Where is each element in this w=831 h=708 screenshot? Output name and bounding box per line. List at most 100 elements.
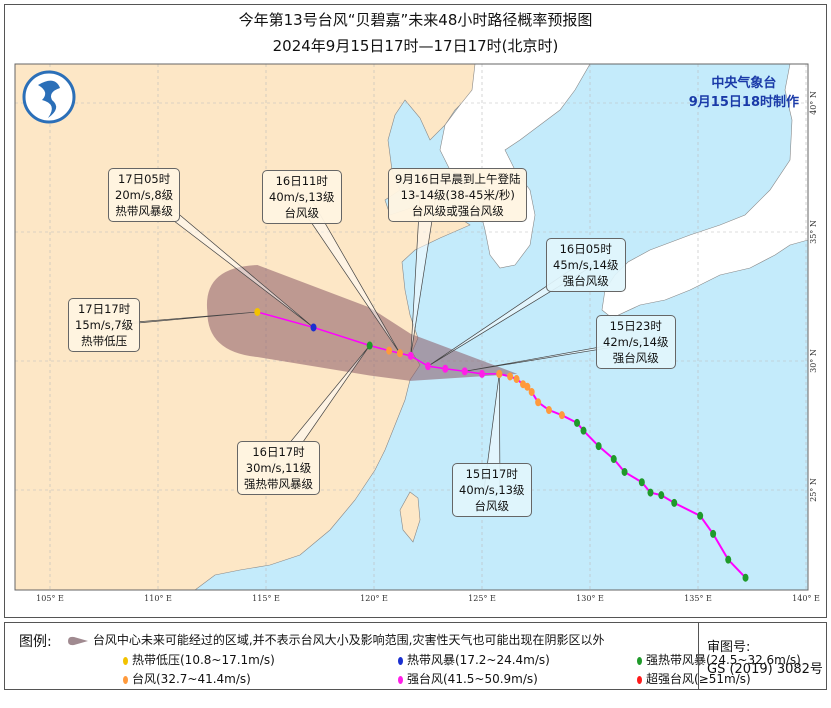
forecast-label-line: 台风级 bbox=[474, 499, 510, 513]
past-track-point bbox=[610, 455, 617, 464]
forecast-label: 9月16日早晨到上午登陆 13-14级(38-45米/秒) 台风级或强台风级 bbox=[388, 168, 528, 222]
forecast-track-point bbox=[479, 369, 485, 378]
intensity-dot-icon bbox=[637, 656, 642, 665]
past-track-point bbox=[638, 478, 645, 487]
legend-header: 图例: bbox=[19, 634, 52, 650]
forecast-label-line: 13-14级(38-45米/秒) bbox=[400, 188, 515, 202]
past-track-point bbox=[647, 488, 654, 497]
lon-tick-label: 115° E bbox=[252, 594, 280, 603]
map-border bbox=[14, 63, 809, 591]
past-track-point bbox=[742, 573, 749, 582]
forecast-label-line: 40m/s,13级 bbox=[269, 190, 335, 204]
past-track-point bbox=[595, 442, 602, 451]
legend-item-label: 强台风(41.5~50.9m/s) bbox=[407, 672, 538, 686]
legend-item-label: 热带风暴(17.2~24.4m/s) bbox=[407, 653, 550, 667]
forecast-label-line: 台风级或强台风级 bbox=[411, 204, 504, 218]
legend-item: 台风(32.7~41.4m/s) bbox=[123, 670, 251, 687]
legend-divider bbox=[698, 623, 699, 689]
forecast-label-line: 30m/s,11级 bbox=[245, 461, 312, 475]
issue-time: 9月15日18时制作 bbox=[688, 95, 799, 110]
intensity-dot-icon bbox=[123, 675, 128, 684]
probability-cone bbox=[206, 264, 518, 381]
lat-tick-label: 40° N bbox=[809, 91, 818, 115]
forecast-label-line: 17日17时 bbox=[77, 302, 131, 316]
legend-item: 强台风(41.5~50.9m/s) bbox=[398, 670, 538, 687]
lon-tick-label: 135° E bbox=[684, 594, 712, 603]
lon-tick-label: 125° E bbox=[468, 594, 496, 603]
forecast-label: 16日05时 45m/s,14级 强台风级 bbox=[546, 238, 626, 292]
cma-logo bbox=[22, 70, 76, 124]
past-track-point bbox=[725, 555, 732, 564]
review-number-block: 审图号: GS (2019) 3082号 bbox=[707, 637, 823, 681]
forecast-label-line: 45m/s,14级 bbox=[553, 258, 619, 272]
forecast-track-point bbox=[442, 364, 449, 373]
track-points bbox=[254, 307, 749, 582]
forecast-track-point bbox=[366, 341, 373, 350]
past-track-point bbox=[535, 398, 542, 407]
forecast-track-point bbox=[310, 323, 317, 332]
intensity-dot-icon bbox=[637, 675, 642, 684]
axis-ticks: 105° E 110° E 115° E 120° E 125° E 130° E 135°… bbox=[36, 91, 820, 603]
past-track-point bbox=[507, 372, 514, 381]
forecast-label: 16日17时 30m/s,11级 强热带风暴级 bbox=[237, 441, 320, 495]
legend-cone-text: 台风中心未来可能经过的区域,并不表示台风大小及影响范围,灾害性天气也可能出现在阴… bbox=[92, 633, 605, 647]
lon-tick-label: 140° E bbox=[792, 594, 820, 603]
forecast-label-line: 热带低压 bbox=[81, 334, 128, 348]
lat-tick-label: 30° N bbox=[809, 349, 818, 373]
forecast-label: 16日11时 40m/s,13级 台风级 bbox=[262, 170, 342, 224]
forecast-track-point bbox=[425, 362, 431, 371]
forecast-label-line: 热带风暴级 bbox=[115, 204, 173, 218]
agency-name: 中央气象台 bbox=[711, 76, 777, 91]
map-title: 今年第13号台风“贝碧嘉”未来48小时路径概率预报图 bbox=[238, 11, 593, 29]
forecast-label: 17日05时 20m/s,8级 热带风暴级 bbox=[108, 168, 181, 222]
past-track-point bbox=[524, 382, 531, 391]
lat-tick-label: 35° N bbox=[809, 220, 818, 244]
forecast-label-line: 16日05时 bbox=[559, 242, 612, 256]
forecast-track-point bbox=[254, 307, 261, 316]
intensity-dot-icon bbox=[123, 656, 128, 665]
lon-tick-label: 130° E bbox=[576, 594, 604, 603]
lon-tick-label: 120° E bbox=[360, 594, 388, 603]
agency-block: 中央气象台 9月15日18时制作 bbox=[689, 74, 799, 112]
forecast-label-line: 17日05时 bbox=[117, 172, 171, 186]
forecast-label-line: 15日23时 bbox=[609, 319, 662, 333]
forecast-label-line: 16日17时 bbox=[252, 445, 305, 459]
forecast-track-point bbox=[396, 349, 403, 358]
legend-item: 强热带风暴(24.5~32.6m/s) bbox=[637, 651, 801, 668]
past-track-point bbox=[697, 511, 704, 520]
past-track-point bbox=[671, 498, 678, 507]
forecast-label-line: 9月16日早晨到上午登陆 bbox=[395, 172, 521, 186]
forecast-label-line: 20m/s,8级 bbox=[115, 188, 174, 202]
legend: 图例: 台风中心未来可能经过的区域,并不表示台风大小及影响范围,灾害性天气也可能… bbox=[4, 622, 827, 690]
past-track-point bbox=[580, 426, 587, 435]
legend-item-label: 台风(32.7~41.4m/s) bbox=[132, 672, 251, 686]
legend-item: 热带低压(10.8~17.1m/s) bbox=[123, 651, 275, 668]
past-track-point bbox=[658, 491, 665, 500]
forecast-label-line: 15日17时 bbox=[465, 467, 518, 481]
legend-item: 热带风暴(17.2~24.4m/s) bbox=[398, 651, 550, 668]
forecast-label: 17日17时 15m/s,7级 热带低压 bbox=[68, 298, 141, 352]
intensity-dot-icon bbox=[398, 656, 403, 665]
past-track-point bbox=[513, 375, 520, 384]
land-taiwan bbox=[399, 491, 421, 543]
forecast-label-line: 15m/s,7级 bbox=[75, 318, 134, 332]
forecast-label-line: 强热带风暴级 bbox=[244, 477, 313, 491]
cone-swatch-icon bbox=[68, 636, 88, 645]
forecast-track-point bbox=[386, 346, 393, 355]
legend-cone-entry: 台风中心未来可能经过的区域,并不表示台风大小及影响范围,灾害性天气也可能出现在阴… bbox=[67, 631, 604, 648]
forecast-label-line: 40m/s,13级 bbox=[459, 483, 525, 497]
review-label: 审图号: bbox=[707, 640, 751, 655]
land-korea-japan-north bbox=[439, 64, 591, 269]
forecast-label-line: 42m/s,14级 bbox=[603, 335, 669, 349]
forecast-label: 15日23时 42m/s,14级 强台风级 bbox=[596, 315, 676, 369]
lon-tick-label: 105° E bbox=[36, 594, 64, 603]
lon-tick-label: 110° E bbox=[144, 594, 172, 603]
forecast-track-point bbox=[461, 367, 468, 376]
forecast-label-line: 台风级 bbox=[284, 206, 320, 220]
forecast-track-point bbox=[496, 369, 503, 378]
review-number: GS (2019) 3082号 bbox=[707, 662, 823, 677]
forecast-label-line: 16日11时 bbox=[275, 174, 328, 188]
lat-tick-label: 25° N bbox=[809, 478, 818, 502]
past-track-point bbox=[545, 406, 552, 415]
